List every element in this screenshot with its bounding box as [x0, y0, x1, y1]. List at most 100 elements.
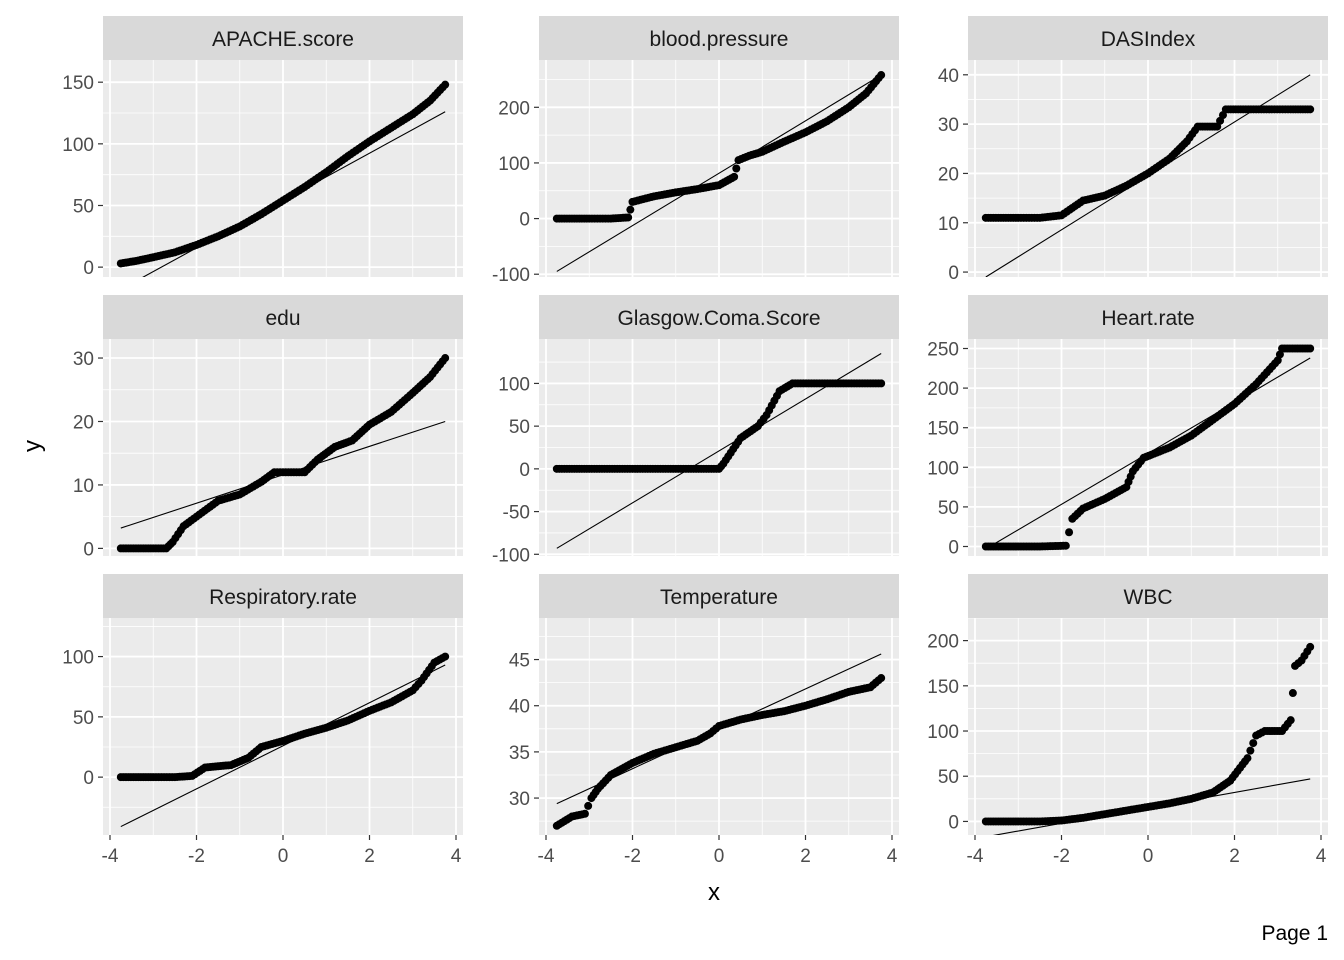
qq-point: [441, 80, 450, 89]
y-tick-label: 10: [73, 476, 94, 497]
facet-strip: [103, 574, 463, 618]
y-tick-label: 30: [509, 789, 530, 810]
panel-plot-area: [103, 339, 463, 556]
facet-strip: [103, 295, 463, 339]
facet-strip: [539, 16, 899, 60]
panel-plot-area: [539, 60, 899, 277]
y-tick-label: -100: [492, 265, 530, 286]
qq-point: [626, 205, 635, 214]
x-tick-label: 2: [364, 846, 375, 867]
facet-strip: [968, 574, 1328, 618]
facet-panel: Heart.rate 0 50 100 150 200 250: [927, 295, 1328, 558]
facet-panel: DASIndex 0 10 20 30 40: [938, 16, 1328, 284]
facet-strip: [539, 574, 899, 618]
y-tick-label: 200: [498, 98, 530, 119]
x-tick-label: 2: [1229, 846, 1240, 867]
y-tick-label: 50: [73, 708, 94, 729]
qq-point: [730, 172, 739, 181]
facet-panel: blood.pressure -100 0 100 200: [492, 16, 899, 286]
x-tick-label: 0: [1143, 846, 1154, 867]
x-tick-label: -2: [1053, 846, 1070, 867]
y-tick-label: 0: [519, 210, 530, 231]
qq-point: [1306, 344, 1315, 353]
qq-point: [441, 354, 450, 363]
x-tick-label: 4: [887, 846, 898, 867]
y-tick-label: 150: [927, 419, 959, 440]
facet-strip: [968, 16, 1328, 60]
facet-panel: Respiratory.rate 0 50 100 -4 -2 0 2 4: [62, 574, 463, 867]
qq-point: [624, 213, 633, 222]
facet-panel: edu 0 10 20 30: [73, 295, 463, 560]
y-tick-label: 50: [73, 196, 94, 217]
qq-point: [584, 801, 593, 810]
qq-point: [877, 71, 886, 80]
y-tick-label: 200: [927, 632, 959, 653]
facet-title: edu: [265, 307, 300, 330]
y-tick-label: 100: [927, 722, 959, 743]
facet-title: blood.pressure: [650, 28, 789, 51]
y-tick-label: 0: [83, 258, 94, 279]
y-tick-label: 35: [509, 743, 530, 764]
y-tick-label: 100: [927, 458, 959, 479]
facet-strip: [103, 16, 463, 60]
y-tick-label: -100: [492, 545, 530, 566]
x-axis-title: x: [708, 879, 720, 906]
x-tick-label: -2: [624, 846, 641, 867]
y-tick-label: 50: [509, 417, 530, 438]
qq-point: [1286, 716, 1295, 725]
facet-title: APACHE.score: [212, 28, 354, 51]
y-tick-label: 10: [938, 214, 959, 235]
facet-panel: Temperature 30 35 40 45 -4 -2 0 2 4: [509, 574, 899, 867]
panel-plot-area: [539, 339, 899, 556]
y-tick-label: 45: [509, 651, 530, 672]
qq-point: [732, 164, 741, 173]
panel-plot-area: [103, 618, 463, 835]
qq-point: [877, 674, 886, 683]
y-axis-title: y: [19, 440, 46, 452]
y-tick-label: 0: [948, 263, 959, 284]
y-tick-label: 100: [498, 374, 530, 395]
y-tick-label: 100: [498, 154, 530, 175]
panel-plot-area: [968, 60, 1328, 277]
x-tick-label: -4: [967, 846, 984, 867]
qq-point: [877, 379, 886, 388]
y-tick-label: 150: [927, 677, 959, 698]
y-tick-label: 50: [938, 498, 959, 519]
panel-plot-area: [968, 618, 1328, 835]
qq-point: [1249, 739, 1258, 748]
x-tick-label: -2: [188, 846, 205, 867]
qq-point: [1306, 105, 1315, 114]
qq-point: [1306, 642, 1315, 651]
panel-plot-area: [539, 618, 899, 835]
y-tick-label: 0: [83, 539, 94, 560]
x-tick-label: 4: [1316, 846, 1327, 867]
facet-strip: [539, 295, 899, 339]
y-tick-label: -50: [503, 503, 530, 524]
qq-reference-line: [120, 664, 446, 828]
y-tick-label: 200: [927, 379, 959, 400]
y-tick-label: 40: [509, 697, 530, 718]
page-label: Page 1: [1261, 922, 1328, 945]
y-tick-label: 50: [938, 767, 959, 788]
facet-title: Respiratory.rate: [209, 586, 357, 609]
facet-title: WBC: [1124, 586, 1173, 609]
qq-point: [1061, 541, 1070, 550]
facet-strip: [968, 295, 1328, 339]
y-tick-label: 0: [83, 768, 94, 789]
y-tick-label: 0: [948, 537, 959, 558]
qq-reference-line: [556, 74, 882, 272]
x-tick-label: -4: [102, 846, 119, 867]
x-tick-label: 0: [714, 846, 725, 867]
qq-point: [1288, 689, 1297, 698]
panel-plot-area: [968, 339, 1328, 556]
facet-title: Temperature: [660, 586, 778, 609]
y-tick-label: 250: [927, 340, 959, 361]
x-tick-label: 2: [800, 846, 811, 867]
qq-point: [580, 809, 589, 818]
facet-title: Heart.rate: [1101, 307, 1194, 330]
facet-panel: APACHE.score 0 50 100 150: [62, 16, 463, 279]
qq-point: [1246, 746, 1255, 755]
y-tick-label: 20: [938, 164, 959, 185]
qq-point: [1065, 528, 1074, 537]
